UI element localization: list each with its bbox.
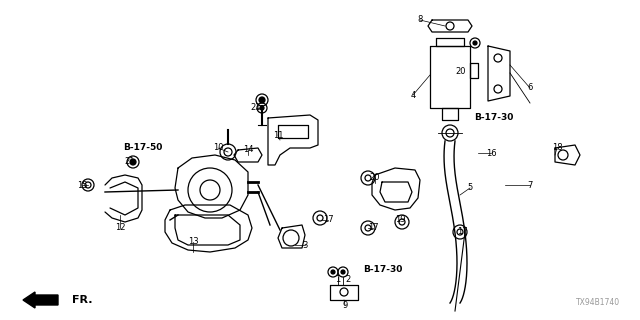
Text: 16: 16 xyxy=(486,148,496,157)
Text: 18: 18 xyxy=(552,143,563,153)
Text: 9: 9 xyxy=(342,300,348,309)
Text: 4: 4 xyxy=(410,91,415,100)
Text: 21: 21 xyxy=(125,157,135,166)
Text: 14: 14 xyxy=(243,146,253,155)
Text: TX94B1740: TX94B1740 xyxy=(576,298,620,307)
Circle shape xyxy=(260,106,264,110)
Text: 5: 5 xyxy=(467,183,472,193)
Text: FR.: FR. xyxy=(72,295,93,305)
Text: 12: 12 xyxy=(115,223,125,233)
Text: 17: 17 xyxy=(368,223,378,233)
Circle shape xyxy=(341,270,345,274)
Text: B-17-30: B-17-30 xyxy=(364,266,403,275)
Text: 7: 7 xyxy=(527,180,532,189)
Text: 20: 20 xyxy=(456,68,467,76)
Text: 21: 21 xyxy=(251,103,261,113)
Circle shape xyxy=(130,159,136,165)
Text: 17: 17 xyxy=(457,228,467,236)
Text: 13: 13 xyxy=(188,237,198,246)
Text: 17: 17 xyxy=(323,215,333,225)
Text: 3: 3 xyxy=(302,241,308,250)
Text: 8: 8 xyxy=(417,15,422,25)
Circle shape xyxy=(331,270,335,274)
Text: 10: 10 xyxy=(212,143,223,153)
Text: 11: 11 xyxy=(273,131,284,140)
Text: 20: 20 xyxy=(370,173,380,182)
Text: 6: 6 xyxy=(527,84,532,92)
Text: B-17-50: B-17-50 xyxy=(124,142,163,151)
Text: 15: 15 xyxy=(77,180,87,189)
Text: 2: 2 xyxy=(346,276,351,284)
Text: 19: 19 xyxy=(395,215,405,225)
Circle shape xyxy=(473,41,477,45)
Text: 1: 1 xyxy=(335,276,340,284)
FancyArrow shape xyxy=(23,292,58,308)
Circle shape xyxy=(259,97,265,103)
Text: B-17-30: B-17-30 xyxy=(474,114,514,123)
